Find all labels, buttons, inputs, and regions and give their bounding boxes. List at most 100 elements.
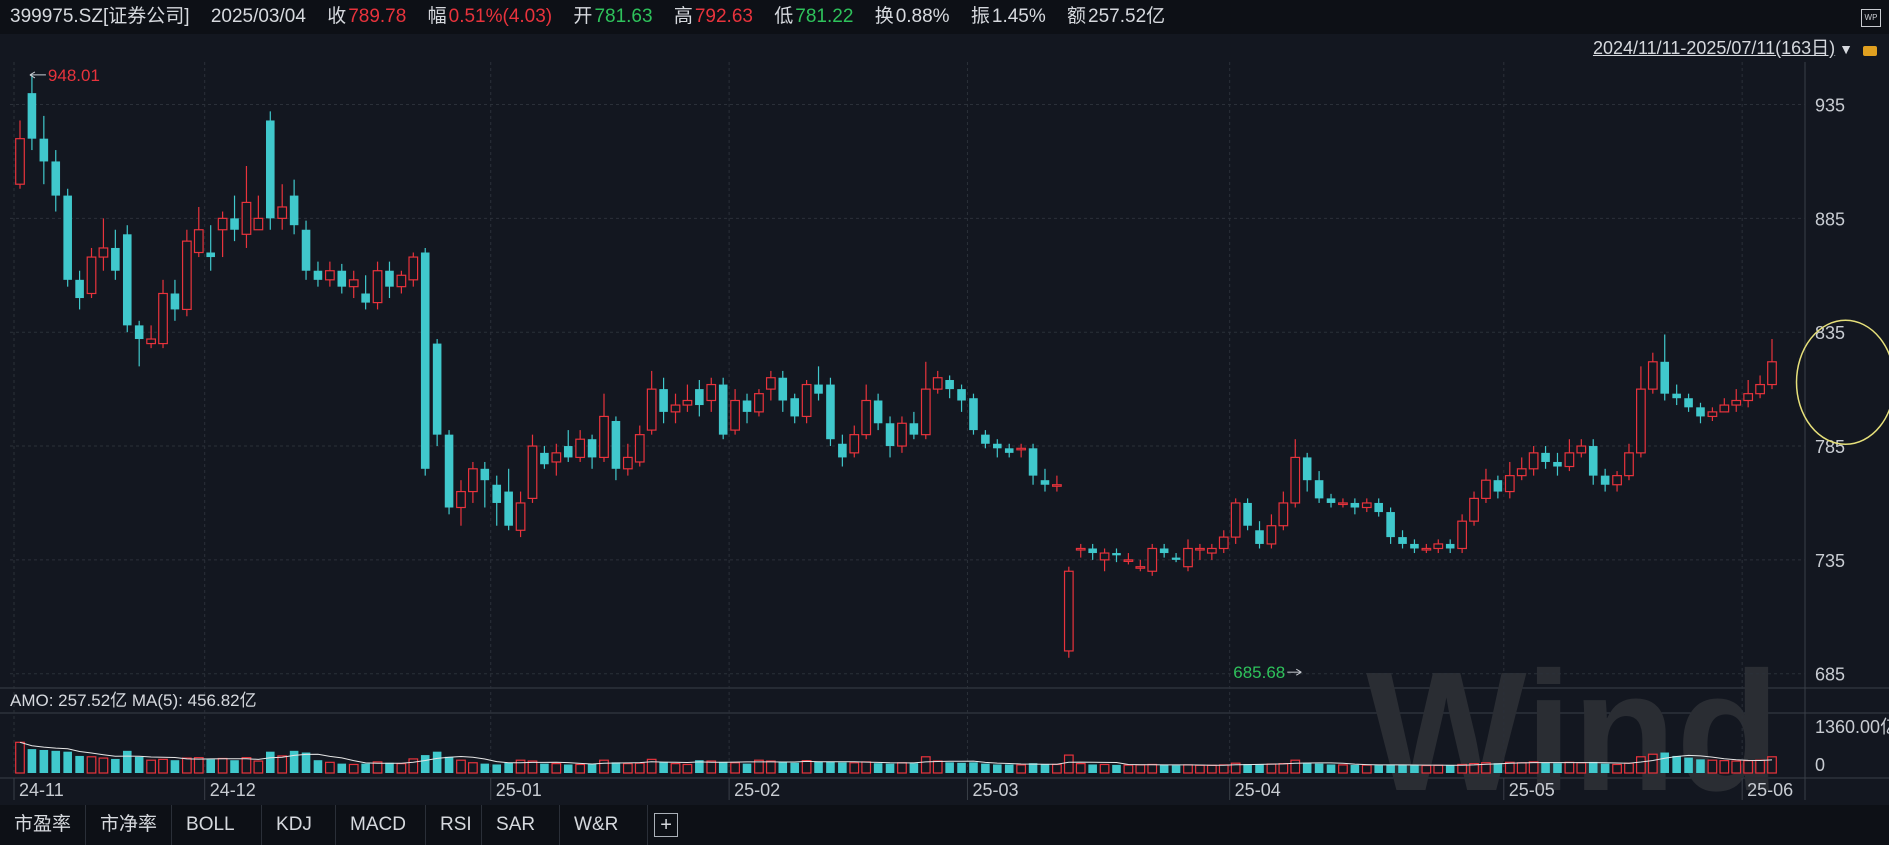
- low-marker-arrow: [1296, 668, 1302, 676]
- candle-body: [611, 420, 621, 469]
- candle-body: [193, 229, 204, 254]
- volume-bar: [1147, 763, 1158, 774]
- volume-bar: [1350, 764, 1360, 773]
- candle-body: [1564, 452, 1575, 468]
- candle-body: [1493, 480, 1503, 492]
- volume-header: AMO: 257.52亿 MA(5): 456.82亿: [10, 691, 257, 710]
- candle-body: [1278, 502, 1289, 527]
- volume-bar: [181, 757, 192, 774]
- volume-bar: [920, 756, 931, 774]
- volume-bar: [1159, 764, 1169, 773]
- date-range-text[interactable]: 2024/11/11-2025/07/11(163日): [1592, 38, 1836, 58]
- tab-pb[interactable]: 市净率: [86, 805, 173, 845]
- volume-bar: [945, 762, 954, 773]
- volume-tick-label: 0: [1815, 755, 1825, 775]
- candle-body: [1230, 502, 1241, 538]
- candle-body: [1719, 404, 1730, 413]
- candle-body: [86, 256, 97, 295]
- candle-body: [1636, 388, 1646, 454]
- tab-boll[interactable]: BOLL: [172, 805, 263, 845]
- amplitude-label: 振: [970, 6, 990, 27]
- volume-bar: [1338, 764, 1348, 774]
- candle-body: [599, 415, 609, 459]
- tab-macd[interactable]: MACD: [336, 805, 427, 845]
- volume-bar: [1004, 764, 1014, 773]
- candle-body: [1516, 468, 1527, 477]
- candle-body: [111, 247, 120, 271]
- volume-bar: [1386, 764, 1395, 773]
- volume-bar: [706, 760, 717, 774]
- tab-kdj[interactable]: KDJ: [262, 805, 337, 845]
- volume-bar: [1755, 759, 1765, 774]
- volume-bar: [1457, 763, 1468, 774]
- candle-body: [1171, 557, 1181, 560]
- volume-bar: [801, 760, 812, 774]
- candle-body: [1541, 452, 1550, 462]
- volume-bar: [361, 763, 370, 773]
- volume-bar: [1171, 765, 1181, 773]
- volume-bar: [1063, 754, 1074, 774]
- volume-bar: [432, 751, 442, 773]
- candle-body: [1361, 502, 1372, 509]
- plus-icon[interactable]: +: [654, 813, 679, 837]
- volume-bar: [718, 761, 728, 773]
- volume-bar: [15, 741, 25, 774]
- high-label: 高: [673, 6, 693, 27]
- candle-body: [1338, 502, 1348, 506]
- x-tick-label: 25-05: [1509, 780, 1555, 800]
- candle-body: [742, 400, 752, 412]
- volume-bar: [611, 762, 621, 773]
- volume-ma-line: [19, 741, 1773, 766]
- volume-bar: [670, 763, 681, 774]
- volume-bar: [444, 756, 454, 773]
- candle-body: [1088, 548, 1097, 554]
- volume-bar: [1112, 764, 1121, 773]
- open-label: 开: [573, 6, 593, 27]
- triangle-down-icon[interactable]: ▼: [1839, 41, 1853, 57]
- volume-bar: [1719, 760, 1730, 774]
- candle-body: [1159, 548, 1169, 554]
- y-tick-label: 885: [1815, 209, 1845, 229]
- candlestick-chart[interactable]: Wind 935 885 835 785 735 685 24-11 24-12 25-01 25-…: [0, 0, 1889, 805]
- lock-icon[interactable]: [1863, 46, 1877, 56]
- volume-bar: [324, 761, 335, 774]
- y-tick-label: 685: [1815, 665, 1845, 685]
- volume-bar: [1743, 760, 1754, 774]
- volume-bar: [1684, 757, 1693, 773]
- tab-sar[interactable]: SAR: [482, 805, 561, 845]
- candle-body: [1290, 456, 1301, 504]
- volume-bar: [1731, 760, 1742, 774]
- volume-bar: [814, 761, 823, 773]
- volume-bar: [265, 751, 275, 773]
- candle-body: [27, 93, 37, 139]
- volume-bar: [575, 763, 586, 774]
- tab-pe[interactable]: 市盈率: [0, 805, 87, 845]
- candle-body: [1135, 566, 1146, 569]
- candle-body: [1302, 457, 1312, 481]
- volume-bar: [551, 763, 562, 774]
- volume-tick-label: 1360.00亿: [1815, 717, 1889, 737]
- volume-bar: [1528, 761, 1539, 774]
- volume-bar: [587, 763, 597, 773]
- wp-icon[interactable]: WP: [1861, 9, 1881, 27]
- high-annotation-label: 948.01: [48, 66, 100, 85]
- security-code: 399975.SZ[证券公司]: [10, 6, 190, 27]
- date-range-selector[interactable]: 2024/11/11-2025/07/11(163日) ▼: [1593, 34, 1877, 62]
- candle-body: [873, 400, 883, 424]
- volume-bar: [492, 764, 502, 773]
- candle-body: [1218, 536, 1229, 550]
- y-tick-label: 935: [1815, 96, 1845, 116]
- volume-bar: [1278, 763, 1289, 774]
- volume-bar: [1255, 764, 1264, 773]
- volume-bar: [563, 764, 573, 773]
- candle-body: [1028, 448, 1038, 476]
- volume-bar: [1326, 764, 1336, 773]
- candle-body: [1696, 407, 1705, 417]
- volume-bar: [1088, 764, 1097, 773]
- tab-wr[interactable]: W&R: [560, 805, 649, 845]
- high-value: 792.63: [694, 6, 753, 27]
- candle-body: [1421, 547, 1432, 551]
- tab-rsi[interactable]: RSI: [426, 805, 483, 845]
- candle-body: [682, 399, 693, 406]
- volume-bar: [230, 760, 239, 773]
